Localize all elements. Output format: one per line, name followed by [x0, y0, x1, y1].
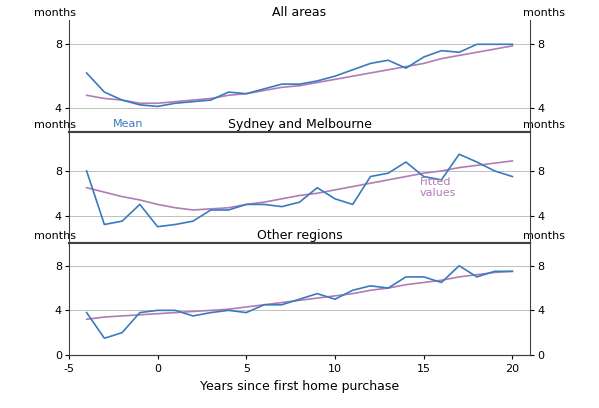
Title: Sydney and Melbourne: Sydney and Melbourne: [228, 118, 371, 131]
Text: months: months: [34, 120, 76, 130]
Title: All areas: All areas: [273, 6, 326, 19]
X-axis label: Years since first home purchase: Years since first home purchase: [200, 379, 399, 392]
Text: months: months: [523, 231, 565, 241]
Text: months: months: [523, 120, 565, 130]
Title: Other regions: Other regions: [257, 229, 342, 242]
Text: Fitted
values: Fitted values: [420, 177, 456, 198]
Text: months: months: [523, 8, 565, 18]
Text: months: months: [34, 8, 76, 18]
Text: months: months: [34, 231, 76, 241]
Text: Mean: Mean: [113, 119, 144, 129]
